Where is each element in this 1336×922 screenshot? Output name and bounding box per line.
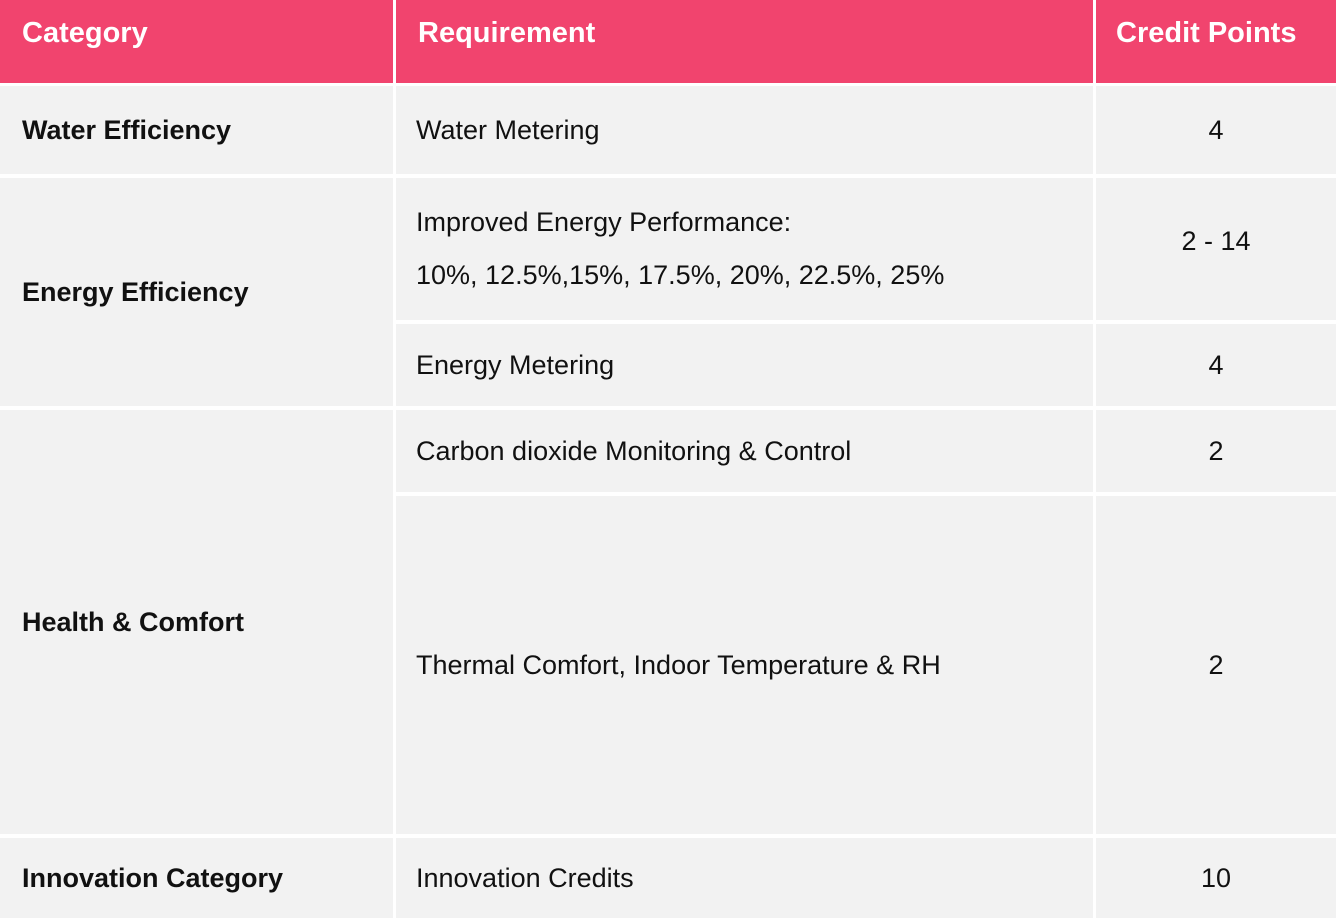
category-cell: Water Efficiency	[0, 86, 396, 178]
table-row: Energy Efficiency Improved Energy Perfor…	[0, 178, 1336, 410]
requirement-cell: Water Metering	[396, 86, 1096, 178]
requirement-detail-text: 10%, 12.5%,15%, 17.5%, 20%, 22.5%, 25%	[416, 260, 945, 290]
category-cell: Health & Comfort	[0, 410, 396, 838]
category-cell: Energy Efficiency	[0, 178, 396, 410]
credit-points-cell: 2	[1096, 496, 1336, 838]
requirement-text: Energy Metering	[416, 349, 615, 380]
credit-points-cell: 2	[1096, 410, 1336, 496]
requirement-cell: Improved Energy Performance: 10%, 12.5%,…	[396, 178, 1096, 324]
table-row: Health & Comfort Carbon dioxide Monitori…	[0, 410, 1336, 838]
table-row: Water Efficiency Water Metering 4	[0, 86, 1336, 178]
requirement-text: Thermal Comfort, Indoor Temperature & RH	[416, 649, 941, 680]
table-header-row: Category Requirement Credit Points	[0, 0, 1336, 86]
requirement-text: Carbon dioxide Monitoring & Control	[416, 435, 852, 466]
requirement-cell: Thermal Comfort, Indoor Temperature & RH	[396, 496, 1096, 838]
requirement-cell: Carbon dioxide Monitoring & Control	[396, 410, 1096, 496]
requirement-text: Innovation Credits	[416, 862, 634, 893]
credit-points-cell: 10	[1096, 838, 1336, 922]
table-row: Thermal Comfort, Indoor Temperature & RH…	[0, 496, 1336, 838]
table-row: Innovation Category Innovation Credits 1…	[0, 838, 1336, 922]
header-requirement: Requirement	[396, 0, 1096, 86]
credit-points-cell: 4	[1096, 324, 1336, 410]
header-credit-points: Credit Points	[1096, 0, 1336, 86]
requirement-cell: Energy Metering	[396, 324, 1096, 410]
requirement-text: Water Metering	[416, 114, 600, 145]
table-row: Energy Metering 4	[0, 324, 1336, 410]
requirement-cell: Innovation Credits	[396, 838, 1096, 922]
credit-points-cell: 4	[1096, 86, 1336, 178]
requirement-text: Improved Energy Performance:	[416, 207, 792, 237]
credit-points-cell: 2 - 14	[1096, 178, 1336, 324]
header-category: Category	[0, 0, 396, 86]
category-cell: Innovation Category	[0, 838, 396, 922]
